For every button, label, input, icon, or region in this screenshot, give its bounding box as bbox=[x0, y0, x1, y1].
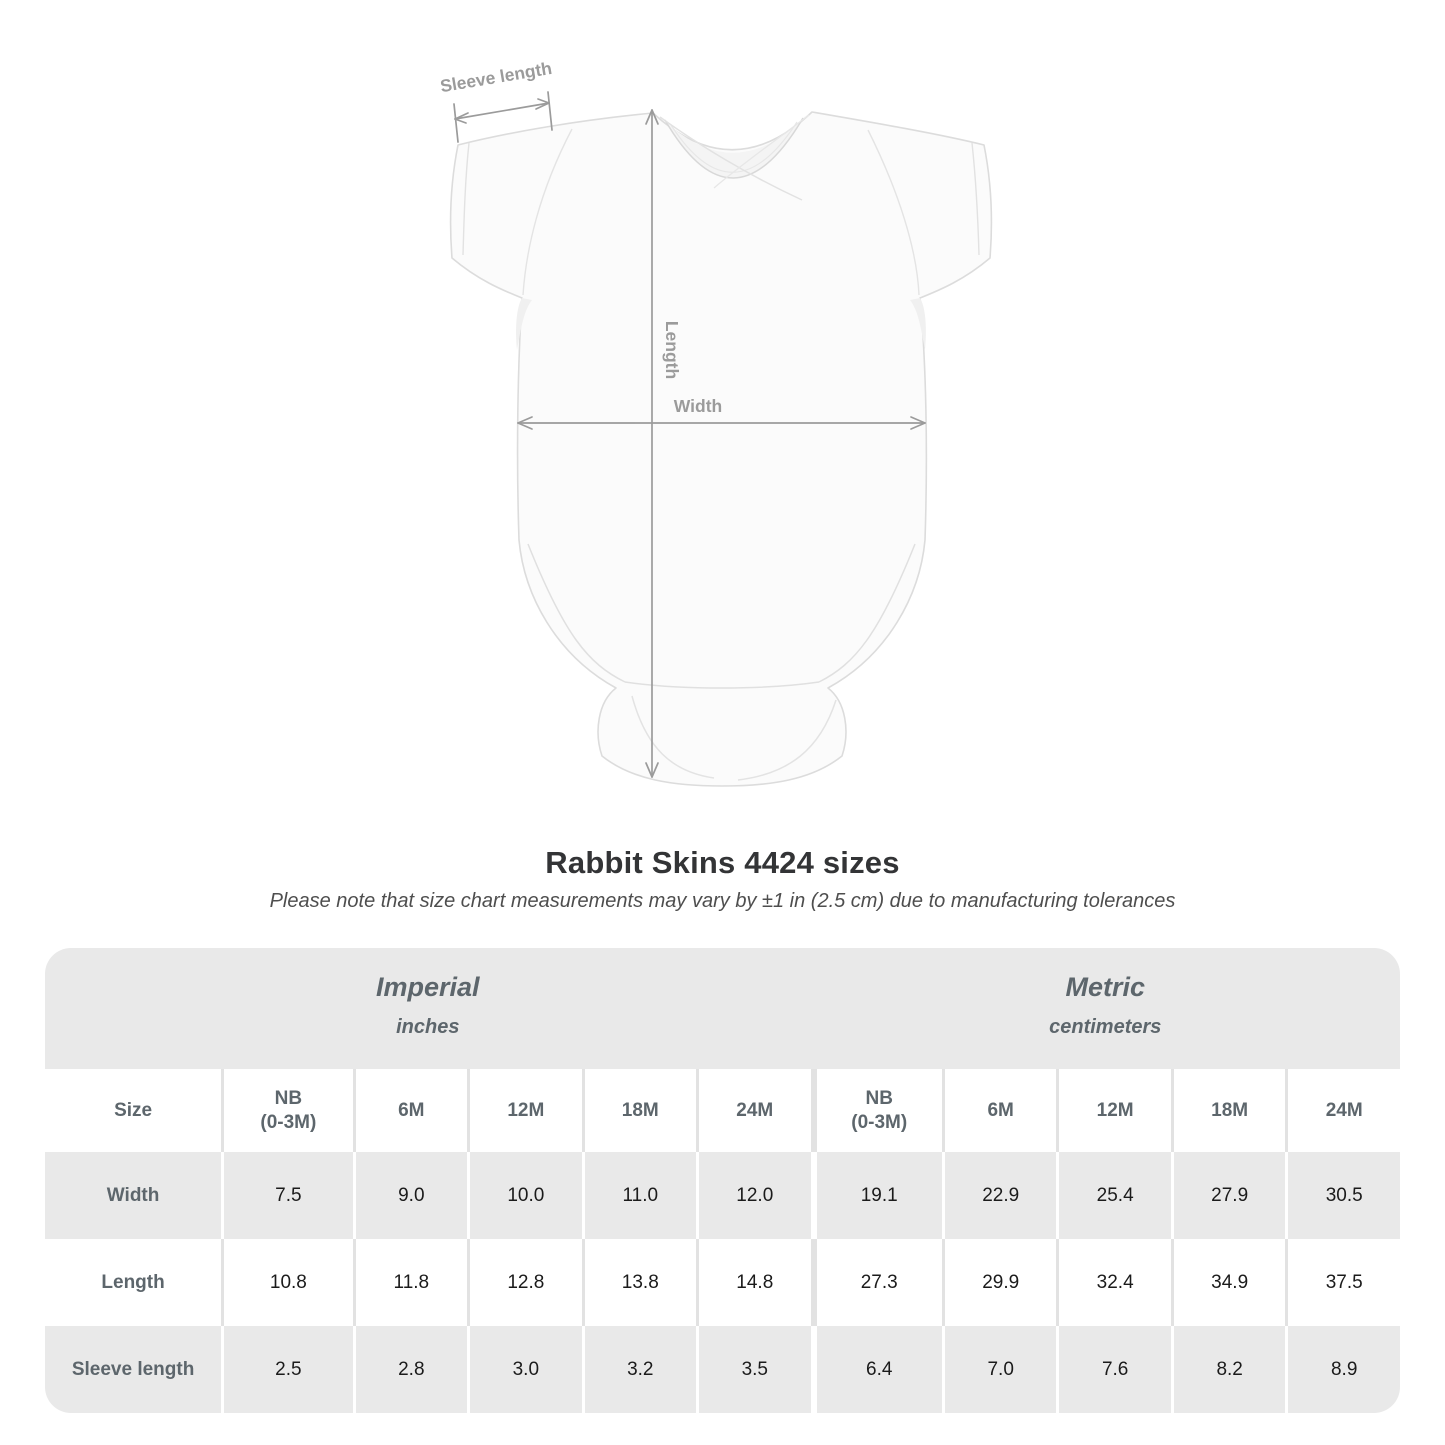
row-label: Sleeve length bbox=[71, 1358, 195, 1380]
length-label: Length bbox=[662, 321, 682, 379]
cell-value: 27.3 bbox=[810, 1239, 942, 1326]
cell-value: 7.5 bbox=[221, 1152, 352, 1239]
row-label: Width bbox=[106, 1184, 160, 1206]
cell-value: 10.0 bbox=[467, 1152, 581, 1239]
column-header-24m-metric: 24M bbox=[1285, 1069, 1400, 1152]
tolerance-note: Please note that size chart measurements… bbox=[269, 890, 1176, 912]
bodysuit-size-diagram: Sleeve length Length Width bbox=[420, 50, 1000, 820]
size-chart-table: Imperial inches Metric centimeters Size … bbox=[45, 948, 1400, 1413]
length-arrow bbox=[645, 109, 659, 778]
bodysuit-shape bbox=[449, 111, 993, 787]
cell-value: 11.8 bbox=[352, 1239, 467, 1326]
cell-value: 2.5 bbox=[221, 1326, 352, 1413]
column-header-line: (0-3M) bbox=[851, 1111, 908, 1133]
bodysuit-illustration: Sleeve length Length Width bbox=[439, 58, 993, 787]
cell-value: 8.2 bbox=[1170, 1326, 1285, 1413]
metric-label: Metric bbox=[1065, 972, 1146, 1003]
cell-value: 19.1 bbox=[810, 1152, 942, 1239]
size-corner-header: Size bbox=[114, 1099, 153, 1121]
cell-value: 6.4 bbox=[810, 1326, 942, 1413]
cell-value: 8.9 bbox=[1285, 1326, 1400, 1413]
column-header-6m-imperial: 6M bbox=[352, 1069, 467, 1152]
cell-value: 37.5 bbox=[1285, 1239, 1400, 1326]
table-row-length: Length 10.8 11.8 12.8 13.8 14.8 27.3 29.… bbox=[45, 1239, 1400, 1326]
table-row-sleeve-length: Sleeve length 2.5 2.8 3.0 3.2 3.5 6.4 7.… bbox=[45, 1326, 1400, 1413]
imperial-label: Imperial bbox=[375, 972, 480, 1003]
cell-value: 25.4 bbox=[1056, 1152, 1170, 1239]
cell-value: 34.9 bbox=[1170, 1239, 1285, 1326]
dimension-arrows bbox=[453, 91, 926, 778]
cell-value: 22.9 bbox=[941, 1152, 1056, 1239]
row-label: Length bbox=[101, 1271, 165, 1293]
size-chart-card: Imperial inches Metric centimeters Size … bbox=[45, 948, 1400, 1413]
sleeve-length-label: Sleeve length bbox=[439, 58, 554, 96]
cell-value: 3.5 bbox=[696, 1326, 810, 1413]
cell-value: 10.8 bbox=[221, 1239, 352, 1326]
column-header-row: Size NB (0-3M) 6M 12M 18M 24M NB (0-3M) … bbox=[45, 1069, 1400, 1152]
cell-value: 9.0 bbox=[352, 1152, 467, 1239]
cell-value: 11.0 bbox=[581, 1152, 696, 1239]
chart-heading: Rabbit Skins 4424 sizes Please note that… bbox=[0, 845, 1445, 913]
column-header-nb-metric: NB (0-3M) bbox=[810, 1069, 942, 1152]
column-header-24m-imperial: 24M bbox=[696, 1069, 810, 1152]
column-header-line: (0-3M) bbox=[260, 1111, 317, 1133]
cell-value: 14.8 bbox=[696, 1239, 810, 1326]
column-header-nb-imperial: NB (0-3M) bbox=[221, 1069, 352, 1152]
page-title: Rabbit Skins 4424 sizes bbox=[545, 845, 900, 880]
cell-value: 30.5 bbox=[1285, 1152, 1400, 1239]
cell-value: 3.0 bbox=[467, 1326, 581, 1413]
cell-value: 12.0 bbox=[696, 1152, 810, 1239]
cell-value: 3.2 bbox=[581, 1326, 696, 1413]
width-arrow bbox=[517, 416, 926, 430]
column-header-18m-imperial: 18M bbox=[581, 1069, 696, 1152]
column-header-12m-imperial: 12M bbox=[467, 1069, 581, 1152]
cell-value: 2.8 bbox=[352, 1326, 467, 1413]
column-header-line: NB bbox=[274, 1087, 303, 1109]
cell-value: 12.8 bbox=[467, 1239, 581, 1326]
cell-value: 7.0 bbox=[941, 1326, 1056, 1413]
cell-value: 29.9 bbox=[941, 1239, 1056, 1326]
sleeve-length-arrow bbox=[453, 91, 553, 143]
column-header-12m-metric: 12M bbox=[1056, 1069, 1170, 1152]
imperial-unit: inches bbox=[396, 1015, 460, 1038]
imperial-group-header: Imperial inches bbox=[45, 948, 811, 1069]
metric-group-header: Metric centimeters bbox=[810, 948, 1400, 1069]
metric-unit: centimeters bbox=[1049, 1015, 1162, 1038]
column-header-18m-metric: 18M bbox=[1170, 1069, 1285, 1152]
column-header-line: NB bbox=[865, 1087, 893, 1109]
cell-value: 27.9 bbox=[1170, 1152, 1285, 1239]
cell-value: 7.6 bbox=[1056, 1326, 1170, 1413]
column-header-6m-metric: 6M bbox=[941, 1069, 1056, 1152]
cell-value: 13.8 bbox=[581, 1239, 696, 1326]
table-row-width: Width 7.5 9.0 10.0 11.0 12.0 19.1 22.9 2… bbox=[45, 1152, 1400, 1239]
width-label: Width bbox=[674, 396, 722, 416]
cell-value: 32.4 bbox=[1056, 1239, 1170, 1326]
unit-group-row: Imperial inches Metric centimeters bbox=[45, 948, 1400, 1069]
